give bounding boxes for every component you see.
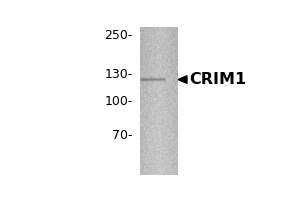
Text: 250-: 250- [104, 29, 133, 42]
Text: CRIM1: CRIM1 [189, 72, 246, 87]
Text: 70-: 70- [112, 129, 133, 142]
Polygon shape [178, 76, 187, 83]
Text: 130-: 130- [105, 68, 133, 81]
Text: 100-: 100- [104, 95, 133, 108]
